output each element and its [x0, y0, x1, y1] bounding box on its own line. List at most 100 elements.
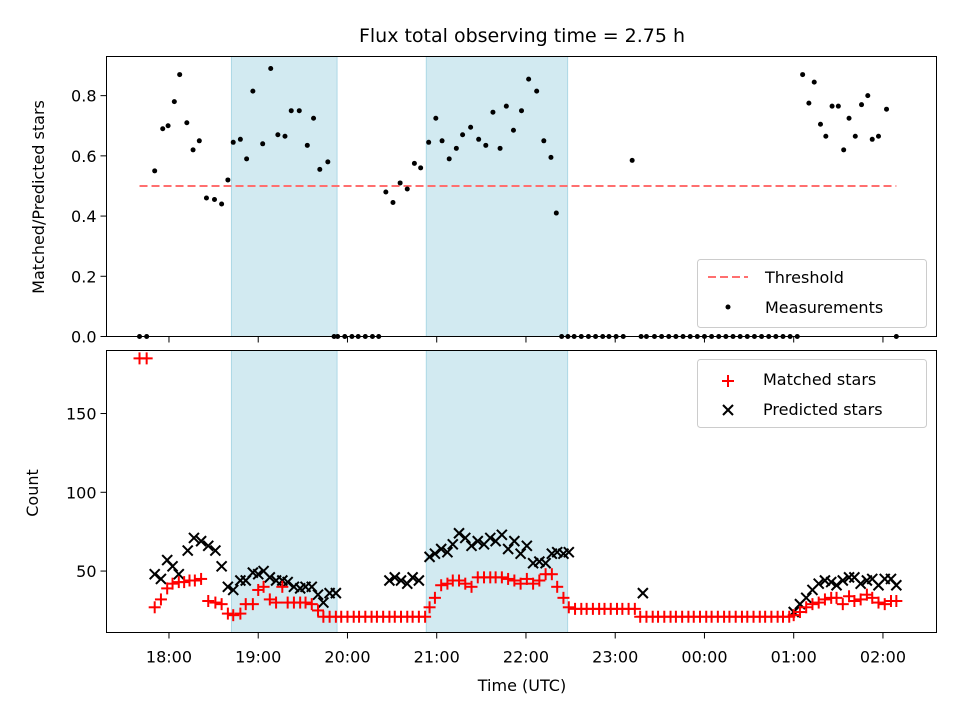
predicted-point: [423, 551, 436, 563]
predicted-point: [441, 546, 454, 558]
measurement-point: [548, 154, 554, 160]
measurement-point: [446, 156, 452, 162]
predicted-point: [195, 535, 207, 547]
predicted-stroke: [276, 574, 289, 587]
matched-point: [848, 594, 861, 607]
xtick-label: 23:00: [592, 648, 638, 667]
predicted-stroke: [395, 574, 407, 587]
predicted-stroke: [173, 568, 185, 580]
predicted-stroke: [435, 543, 447, 555]
matched-point: [154, 593, 167, 606]
matched-point: [234, 607, 247, 620]
measurement-point: [171, 99, 177, 105]
measurement-point: [404, 186, 410, 192]
predicted-stroke: [563, 546, 575, 558]
measurement-point: [869, 136, 875, 142]
predicted-point: [215, 560, 228, 573]
predicted-stroke: [155, 573, 167, 585]
predicted-point: [264, 571, 276, 584]
matched-point: [459, 577, 472, 590]
measurement-point: [859, 102, 865, 108]
matched-point: [148, 601, 161, 614]
predicted-point: [252, 568, 264, 580]
predicted-stroke: [423, 551, 436, 563]
predicted-point: [496, 529, 508, 541]
matched-point: [465, 580, 478, 593]
predicted-point: [166, 560, 179, 573]
predicted-stroke: [502, 543, 514, 555]
predicted-point: [812, 577, 825, 590]
predicted-stroke: [837, 574, 849, 587]
measurement-point: [510, 127, 516, 133]
predicted-point: [406, 571, 419, 584]
measurement-point: [190, 147, 196, 153]
matched-point: [140, 352, 153, 365]
measurement-point: [490, 109, 496, 115]
measurement-point: [282, 133, 288, 139]
measurement-point: [260, 141, 266, 147]
measurement-point: [468, 124, 474, 130]
predicted-point: [389, 571, 401, 584]
xtick-label: 19:00: [235, 648, 281, 667]
bottom-ylabel: Count: [23, 469, 42, 517]
predicted-stroke: [521, 540, 533, 552]
top-panel: 0.00.20.40.60.8 Matched/Predicted stars …: [29, 56, 937, 347]
measurement-point: [160, 126, 166, 132]
predicted-point: [447, 538, 459, 550]
matched-point: [527, 577, 540, 590]
predicted-stroke: [637, 587, 649, 599]
matched-point: [793, 606, 806, 619]
predicted-point: [830, 579, 843, 591]
measurement-point: [225, 177, 231, 183]
predicted-point: [521, 540, 533, 552]
matched-point: [276, 580, 289, 593]
bottom-axes-frame: [106, 350, 937, 633]
predicted-stroke: [508, 535, 521, 547]
measurement-point: [806, 100, 812, 106]
predicted-stroke: [429, 548, 441, 560]
matched-point: [836, 598, 849, 611]
top-axes-frame: [106, 56, 937, 337]
measurement-point: [418, 165, 424, 171]
measurement-point: [426, 139, 432, 145]
predicted-stroke: [866, 573, 878, 585]
predicted-point: [508, 535, 521, 547]
matched-point: [202, 594, 215, 607]
predicted-stroke: [854, 577, 867, 590]
matched-point: [215, 598, 228, 611]
legend-predicted-label: Predicted stars: [763, 400, 883, 419]
measurement-point: [823, 133, 829, 139]
predicted-point: [459, 532, 471, 544]
measurement-point: [829, 103, 835, 109]
measurement-point: [852, 133, 858, 139]
measurement-point: [244, 156, 250, 162]
measurement-point: [268, 66, 274, 72]
predicted-stroke: [202, 540, 214, 552]
bottom-ytick-label: 150: [66, 405, 97, 424]
predicted-stroke: [161, 554, 173, 566]
predicted-stroke: [819, 574, 831, 587]
predicted-point: [637, 587, 649, 599]
xtick-label: 21:00: [414, 648, 460, 667]
measurement-point: [203, 195, 209, 201]
shaded-interval: [425, 56, 569, 337]
matched-point: [299, 596, 312, 609]
predicted-stroke: [306, 581, 318, 593]
predicted-stroke: [413, 574, 425, 587]
bottom-ytick-label: 50: [76, 562, 96, 581]
predicted-point: [514, 548, 527, 560]
shaded-interval: [425, 350, 569, 633]
measurement-point: [629, 157, 635, 163]
predicted-stroke: [257, 565, 270, 577]
top-y-ticks: 0.0 0.2 0.4 0.6 0.8: [71, 87, 107, 347]
matched-point: [514, 577, 527, 590]
measurement-point: [519, 108, 524, 114]
predicted-point: [312, 588, 324, 601]
matched-point: [520, 572, 533, 585]
matched-point: [562, 601, 575, 614]
xtick-label: 22:00: [503, 648, 549, 667]
predicted-stroke: [312, 588, 324, 601]
predicted-stroke: [389, 571, 401, 584]
predicted-point: [306, 581, 318, 593]
predicted-point: [281, 576, 294, 588]
